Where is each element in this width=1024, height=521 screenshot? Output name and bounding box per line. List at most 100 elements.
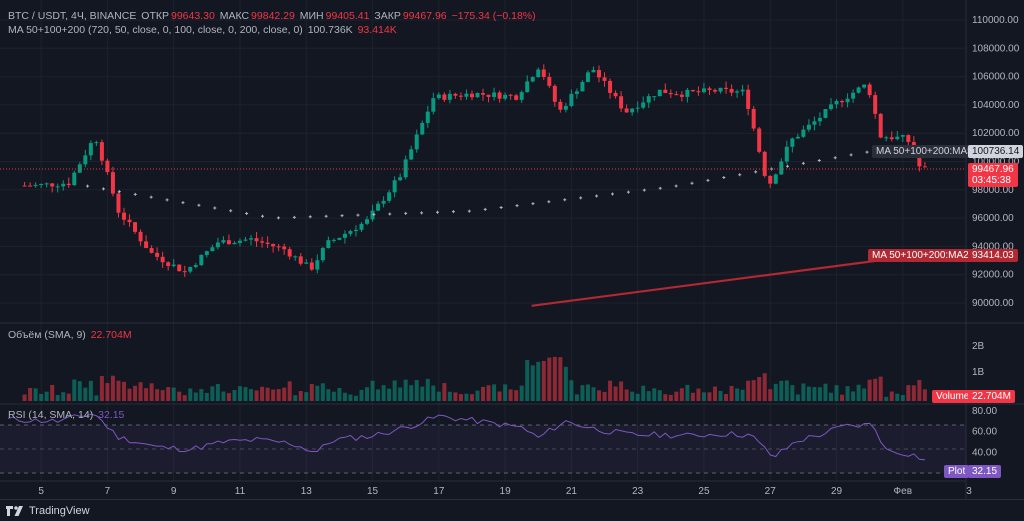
ma50-point [642, 188, 646, 192]
candle-body [845, 98, 850, 103]
volume-bar [541, 360, 546, 401]
volume-axis[interactable]: 2B 1B [972, 341, 985, 378]
time-tick-label: 13 [301, 486, 313, 497]
price-tick-label: 98000.00 [972, 185, 1014, 196]
price-legend[interactable]: BTC / USDT, 4Ч, BINANCE ОТКР 99643.30 МАК… [8, 10, 538, 22]
candle-body [298, 256, 303, 264]
candle-body [884, 137, 889, 139]
ma-legend[interactable]: MA 50+100+200 (720, 50, close, 0, 100, c… [8, 24, 399, 36]
candle-body [806, 124, 811, 130]
volume-bar [873, 378, 878, 401]
volume-bar [116, 380, 121, 401]
volume-bar [486, 385, 491, 401]
price-tick-label: 92000.00 [972, 270, 1014, 281]
volume-bar [458, 394, 463, 401]
volume-bar [536, 361, 541, 401]
volume-bar [906, 385, 911, 401]
volume-bar [895, 393, 900, 401]
volume-bar [867, 379, 872, 401]
volume-bar [834, 385, 839, 401]
candle-body [464, 93, 469, 97]
candle-body [757, 128, 762, 152]
volume-bar [828, 392, 833, 401]
price-tick-label: 96000.00 [972, 213, 1014, 224]
ma50-point [372, 213, 376, 217]
time-tick-label: 15 [367, 486, 379, 497]
volume-bar [696, 388, 701, 401]
candle-body [447, 93, 452, 100]
candle-body [641, 102, 646, 108]
volume-bar [110, 375, 115, 401]
candle-body [287, 249, 292, 257]
ma-indicator-name[interactable]: MA 50+100+200 (720, 50, close, 0, 100, c… [8, 24, 303, 36]
ma200-value: 93.414K [357, 24, 397, 36]
price-tick-label: 94000.00 [972, 241, 1014, 252]
volume-bar [574, 394, 579, 401]
volume-bar [917, 379, 922, 401]
candle-body [138, 231, 143, 242]
candle-body [552, 85, 557, 102]
volume-bar [381, 385, 386, 401]
candle-body [508, 94, 513, 96]
volume-indicator-name[interactable]: Объём (SMA, 9) [8, 329, 86, 341]
volume-bar [370, 380, 375, 401]
volume-bar [138, 382, 143, 401]
tradingview-logo[interactable]: TradingView [6, 505, 90, 517]
volume-bar [795, 394, 800, 401]
ma50-point [149, 195, 153, 199]
symbol-label[interactable]: BTC / USDT, 4Ч, BINANCE [8, 10, 137, 22]
candles[interactable] [22, 64, 927, 277]
volume-tick-label: 2B [972, 341, 985, 352]
candle-body [668, 93, 673, 95]
price-tick-label: 100000.00 [972, 157, 1020, 168]
footer-bar: TradingView [0, 499, 1024, 521]
volume-legend[interactable]: Объём (SMA, 9) 22.704M [8, 329, 134, 341]
volume-bar [271, 389, 276, 401]
ma50-point [690, 181, 694, 185]
volume-value: 22.704M [90, 329, 132, 341]
ma50-point [515, 204, 519, 208]
volume-bar [171, 387, 176, 401]
ma50-point [722, 176, 726, 180]
rsi-tick-label: 60.00 [972, 427, 997, 438]
time-tick-label: 5 [38, 486, 44, 497]
candle-body [795, 136, 800, 139]
time-axis[interactable]: 57911131517192123252729Фев35 [38, 486, 1024, 497]
candle-body [469, 93, 474, 98]
rsi-legend[interactable]: RSI (14, SMA, 14) 32.15 [8, 409, 126, 421]
candle-body [735, 91, 740, 93]
volume-bar [160, 390, 165, 401]
candle-body [563, 105, 568, 110]
candle-body [486, 94, 491, 97]
volume-bar [530, 365, 535, 401]
price-axis[interactable]: 110000.00 108000.00 106000.00 104000.00 1020… [972, 15, 1020, 309]
candle-body [751, 108, 756, 129]
change-value: −175.34 (−0.18%) [451, 10, 536, 22]
rsi-value: 32.15 [98, 409, 125, 421]
rsi-indicator-name[interactable]: RSI (14, SMA, 14) [8, 409, 94, 421]
volume-bar [215, 383, 220, 401]
candle-body [762, 151, 767, 176]
volume-bar [508, 389, 513, 401]
ma50-point [420, 211, 424, 215]
candle-body [481, 93, 486, 95]
candle-body [199, 254, 204, 266]
ma50-point [754, 170, 758, 174]
candle-body [155, 252, 160, 257]
candle-body [768, 175, 773, 184]
price-tick-label: 106000.00 [972, 72, 1020, 83]
candle-body [895, 136, 900, 140]
volume-bar [585, 384, 590, 401]
candle-body [116, 193, 121, 213]
volume-bar [608, 380, 613, 401]
ma50-point [436, 210, 440, 214]
ma50-point [276, 216, 280, 220]
volume-bar [729, 385, 734, 401]
volume-value-tag: 22.704M [968, 390, 1015, 403]
volume-bar [762, 373, 767, 401]
volume-bar [713, 386, 718, 401]
ma50-value: 100.736K [307, 24, 353, 36]
candle-body [597, 69, 602, 78]
volume-bar [243, 387, 248, 401]
